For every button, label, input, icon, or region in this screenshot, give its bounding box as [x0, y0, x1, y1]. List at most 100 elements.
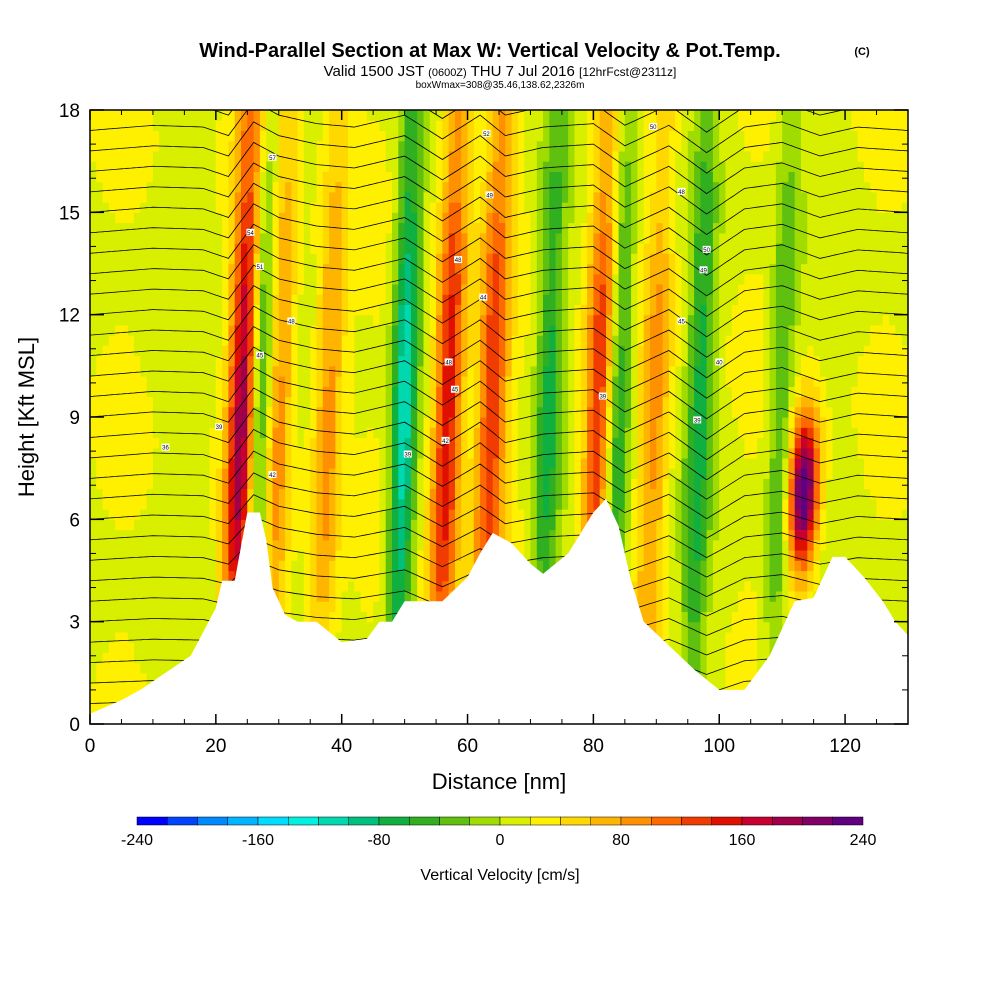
velocity-cell [530, 314, 538, 326]
velocity-cell [241, 232, 248, 244]
velocity-cell [392, 212, 399, 224]
velocity-cell [410, 263, 418, 275]
velocity-cell [360, 365, 368, 377]
velocity-cell [278, 355, 286, 367]
velocity-cell [171, 539, 179, 551]
velocity-cell [486, 232, 494, 244]
velocity-cell [587, 335, 594, 346]
velocity-cell [322, 304, 330, 316]
velocity-cell [448, 181, 456, 193]
velocity-cell [561, 191, 569, 203]
velocity-cell [398, 345, 406, 357]
velocity-cell [102, 488, 110, 500]
velocity-cell [272, 232, 280, 244]
velocity-cell [398, 243, 406, 254]
velocity-cell [90, 140, 97, 152]
velocity-cell [184, 161, 192, 172]
velocity-cell [152, 355, 160, 367]
velocity-cell [165, 509, 173, 520]
velocity-cell [410, 580, 418, 592]
velocity-cell [297, 110, 305, 121]
velocity-cell [574, 406, 582, 418]
velocity-cell [392, 110, 399, 121]
velocity-cell [329, 406, 336, 418]
velocity-cell [404, 212, 412, 224]
velocity-cell [517, 427, 525, 438]
velocity-cell [543, 406, 550, 418]
velocity-cell [222, 457, 229, 469]
velocity-cell [203, 202, 211, 213]
velocity-cell [580, 427, 588, 438]
velocity-cell [127, 417, 135, 428]
velocity-cell [297, 304, 305, 316]
velocity-cell [392, 478, 399, 490]
velocity-cell [385, 110, 393, 121]
velocity-cell [461, 222, 469, 234]
velocity-cell [473, 355, 481, 367]
velocity-cell [247, 150, 255, 162]
velocity-cell [203, 284, 211, 295]
velocity-cell [429, 437, 437, 449]
velocity-cell [511, 355, 519, 367]
velocity-cell [146, 150, 154, 162]
velocity-cell [341, 570, 349, 582]
velocity-cell [354, 550, 362, 561]
velocity-cell [536, 396, 544, 408]
velocity-cell [455, 539, 462, 551]
velocity-cell [354, 130, 362, 142]
velocity-cell [253, 120, 261, 131]
velocity-cell [291, 478, 299, 490]
velocity-cell [102, 222, 110, 234]
velocity-cell [385, 478, 393, 490]
velocity-cell [580, 140, 588, 152]
velocity-cell [234, 550, 242, 561]
velocity-cell [398, 550, 406, 561]
velocity-cell [455, 396, 462, 408]
velocity-cell [102, 161, 110, 172]
velocity-cell [108, 580, 116, 592]
velocity-cell [209, 212, 217, 224]
velocity-cell [241, 304, 248, 316]
velocity-cell [549, 550, 557, 561]
velocity-cell [102, 652, 110, 664]
velocity-cell [335, 335, 343, 346]
velocity-cell [329, 529, 336, 541]
velocity-cell [455, 263, 462, 275]
velocity-cell [171, 396, 179, 408]
velocity-cell [511, 509, 519, 520]
velocity-cell [511, 376, 519, 387]
velocity-cell [127, 437, 135, 449]
velocity-cell [392, 396, 399, 408]
velocity-cell [228, 345, 236, 357]
velocity-cell [360, 386, 368, 398]
velocity-cell [561, 478, 569, 490]
velocity-cell [354, 519, 362, 531]
velocity-cell [448, 478, 456, 490]
velocity-cell [234, 150, 242, 162]
velocity-cell [165, 191, 173, 203]
velocity-cell [398, 284, 406, 295]
velocity-cell [310, 171, 318, 183]
velocity-cell [178, 232, 185, 244]
velocity-cell [316, 539, 324, 551]
velocity-cell [322, 161, 330, 172]
velocity-cell [505, 427, 513, 438]
velocity-cell [146, 478, 154, 490]
velocity-cell [102, 539, 110, 551]
velocity-cell [410, 386, 418, 398]
velocity-cell [222, 130, 229, 142]
velocity-cell [561, 539, 569, 551]
velocity-cell [593, 355, 601, 367]
velocity-cell [511, 427, 519, 438]
velocity-cell [410, 232, 418, 244]
velocity-cell [303, 243, 311, 254]
velocity-cell [253, 284, 261, 295]
velocity-cell [291, 130, 299, 142]
velocity-cell [316, 150, 324, 162]
velocity-cell [90, 284, 97, 295]
velocity-cell [366, 519, 374, 531]
velocity-cell [190, 232, 198, 244]
velocity-cell [461, 110, 469, 121]
velocity-cell [96, 406, 104, 418]
velocity-cell [335, 580, 343, 592]
